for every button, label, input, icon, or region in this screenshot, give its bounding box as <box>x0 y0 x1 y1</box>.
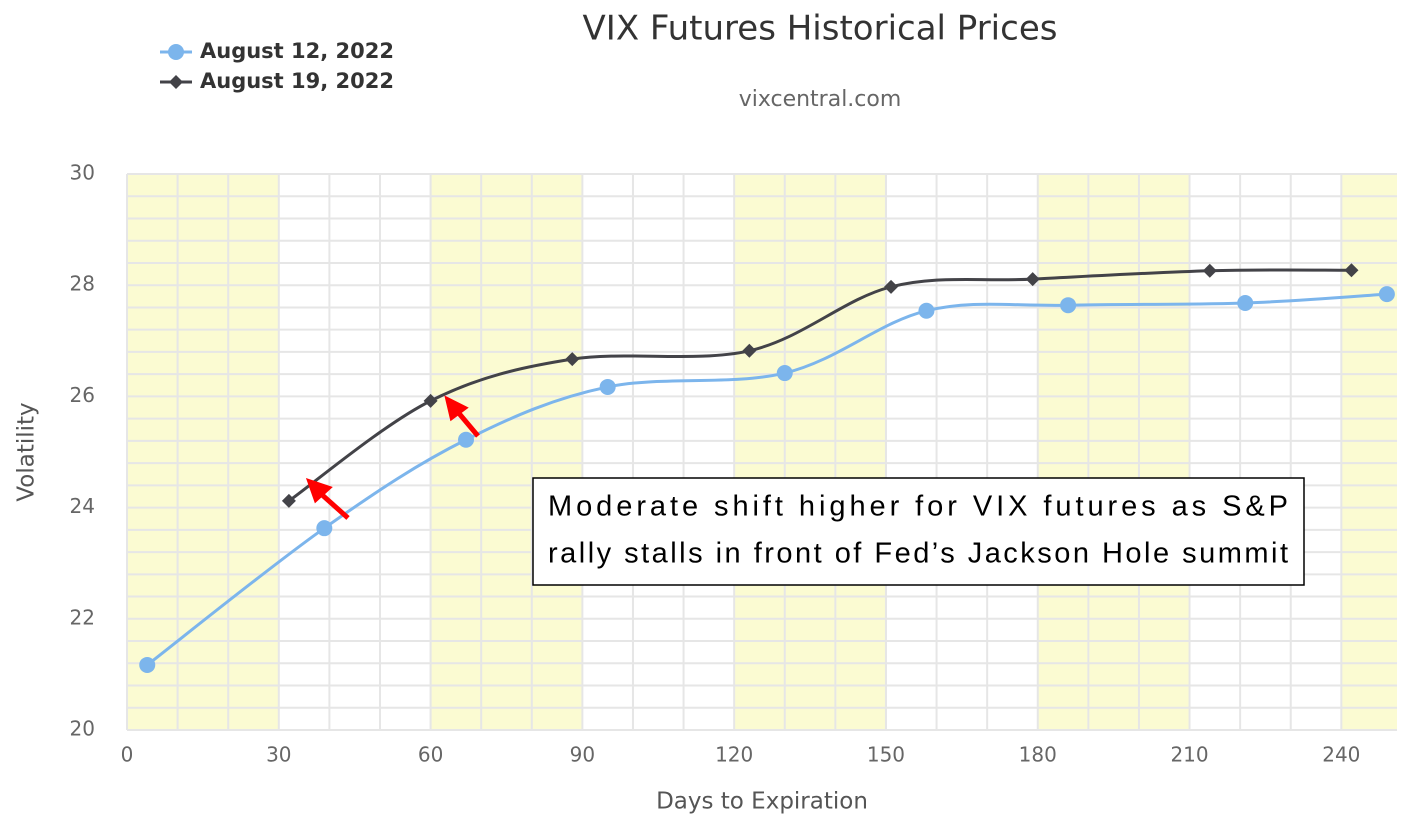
x-tick-label: 30 <box>266 743 291 767</box>
y-tick-label: 22 <box>70 605 95 629</box>
plot-band <box>430 174 583 730</box>
y-axis-label: Volatility <box>14 402 40 501</box>
marker <box>776 365 793 382</box>
annotation-line: Moderate shift higher for VIX futures as… <box>548 491 1288 523</box>
y-tick-label: 24 <box>70 494 95 518</box>
marker <box>1344 263 1359 278</box>
marker <box>565 352 580 367</box>
y-tick-label: 20 <box>70 717 95 741</box>
x-tick-label: 0 <box>121 743 134 767</box>
x-tick-label: 90 <box>570 743 595 767</box>
marker <box>918 302 935 319</box>
plot-area: 0 30 60 90 120 150 180 210 240 20 22 24 26 28 30 <box>70 161 1397 767</box>
marker <box>1060 297 1077 314</box>
arrow <box>318 491 350 520</box>
marker <box>884 279 899 294</box>
plot-band <box>1037 174 1190 730</box>
x-tick-label: 60 <box>418 743 443 767</box>
x-tick-label: 150 <box>867 743 905 767</box>
marker <box>742 343 757 358</box>
x-tick-label: 210 <box>1170 743 1208 767</box>
marker <box>1202 263 1217 278</box>
marker <box>458 431 475 448</box>
arrow-head <box>305 478 333 504</box>
x-tick-label: 180 <box>1019 743 1057 767</box>
x-axis-label: Days to Expiration <box>656 789 868 815</box>
x-tick-label: 240 <box>1322 743 1360 767</box>
annotation-line: rally stalls in front of Fed’s Jackson H… <box>548 538 1288 570</box>
arrow <box>455 409 480 438</box>
marker <box>423 393 438 408</box>
marker <box>1025 272 1040 287</box>
chart-title: VIX Futures Historical Prices <box>583 9 1058 49</box>
marker <box>316 520 333 537</box>
y-tick-label: 30 <box>70 161 95 185</box>
marker <box>168 44 184 60</box>
plot-band <box>734 174 886 730</box>
chart-subtitle: vixcentral.com <box>739 87 902 112</box>
y-tick-label: 28 <box>70 272 95 296</box>
plot-band <box>127 174 279 730</box>
legend-label: August 19, 2022 <box>200 69 394 93</box>
annotation: Moderate shift higher for VIX futures as… <box>532 477 1305 586</box>
arrow-head <box>444 395 469 422</box>
annotation-box <box>532 477 1305 586</box>
y-tick-label: 26 <box>70 383 95 407</box>
marker <box>599 378 616 395</box>
plot-band <box>1341 174 1397 730</box>
arrows <box>305 395 480 520</box>
marker <box>1237 294 1254 311</box>
series-line <box>288 268 1352 503</box>
series-line <box>146 292 1387 667</box>
legend-label: August 12, 2022 <box>200 39 394 63</box>
x-tick-label: 120 <box>715 743 753 767</box>
marker <box>281 493 296 508</box>
marker <box>169 75 183 89</box>
marker <box>139 656 156 673</box>
marker <box>1378 286 1395 303</box>
